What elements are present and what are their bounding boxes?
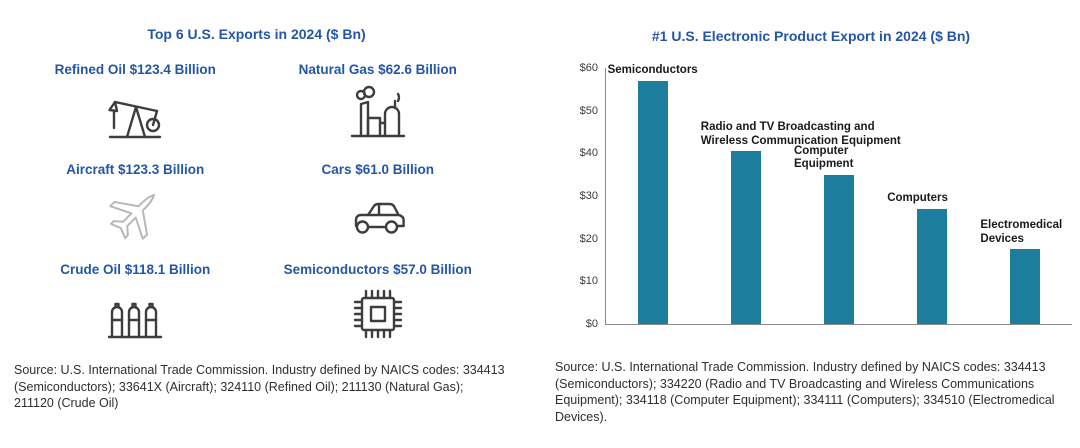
- oil-tanks-icon: [108, 302, 163, 339]
- refinery-icon: [350, 85, 405, 138]
- bar-1: [637, 80, 668, 324]
- exports-grid: Refined Oil $123.4 Billion Natural Gas $…: [14, 62, 499, 346]
- bar-label-1: Semiconductors: [607, 64, 698, 77]
- exports-panel: Top 6 U.S. Exports in 2024 ($ Bn) Refine…: [0, 0, 535, 448]
- pumpjack-icon: [108, 100, 162, 139]
- bar-2: [730, 151, 761, 324]
- y-tick-label: $60: [579, 62, 598, 74]
- y-tick-label: $20: [579, 232, 598, 245]
- y-tick-label: $0: [585, 318, 598, 330]
- chip-icon: [353, 289, 402, 339]
- export-item-label: Refined Oil $123.4 Billion: [54, 62, 216, 77]
- bar-chart: $0 $10 $20 $30 $40 $50 $60 Semiconductors Radio …: [559, 62, 1072, 330]
- y-tick-label: $30: [579, 190, 598, 202]
- bar-label-3: Computer Equipment: [794, 144, 854, 171]
- chart-title: #1 U.S. Electronic Product Export in 202…: [651, 28, 971, 44]
- exports-title: Top 6 U.S. Exports in 2024 ($ Bn): [147, 26, 366, 42]
- export-item-label: Aircraft $123.3 Billion: [66, 162, 205, 177]
- chart-plot: $0 $10 $20 $30 $40 $50 $60 Semiconductors Radio …: [580, 62, 1072, 330]
- car-icon: [354, 202, 405, 234]
- export-item-1: Refined Oil $123.4 Billion: [14, 62, 257, 146]
- bar-3: [824, 174, 854, 324]
- export-item-label: Semiconductors $57.0 Billion: [283, 262, 472, 277]
- airplane-icon: [109, 193, 156, 240]
- y-tick-label: $50: [579, 104, 598, 117]
- bar-label-2: Radio and TV Broadcasting and Wireless C…: [700, 121, 901, 147]
- export-item-label: Cars $61.0 Billion: [321, 162, 435, 177]
- export-item-3: Aircraft $123.3 Billion: [14, 162, 257, 246]
- y-tick-label: $40: [579, 147, 598, 160]
- bar-5: [1010, 249, 1041, 324]
- export-item-6: Semiconductors $57.0 Billion: [257, 262, 500, 346]
- export-item-label: Natural Gas $62.6 Billion: [298, 62, 457, 77]
- export-item-4: Cars $61.0 Billion: [257, 162, 500, 246]
- bar-label-5: Electromedical Devices: [980, 219, 1063, 245]
- chart-source-note: Source: U.S. International Trade Commiss…: [555, 360, 1055, 424]
- chart-panel: #1 U.S. Electronic Product Export in 202…: [535, 0, 1080, 448]
- export-item-label: Crude Oil $118.1 Billion: [60, 262, 211, 277]
- export-item-2: Natural Gas $62.6 Billion: [257, 62, 500, 146]
- bar-label-4: Computers: [887, 192, 948, 205]
- export-item-5: Crude Oil $118.1 Billion: [14, 262, 257, 346]
- exports-source-note: Source: U.S. International Trade Commiss…: [14, 363, 505, 410]
- bar-4: [917, 208, 948, 324]
- y-tick-label: $10: [579, 275, 598, 288]
